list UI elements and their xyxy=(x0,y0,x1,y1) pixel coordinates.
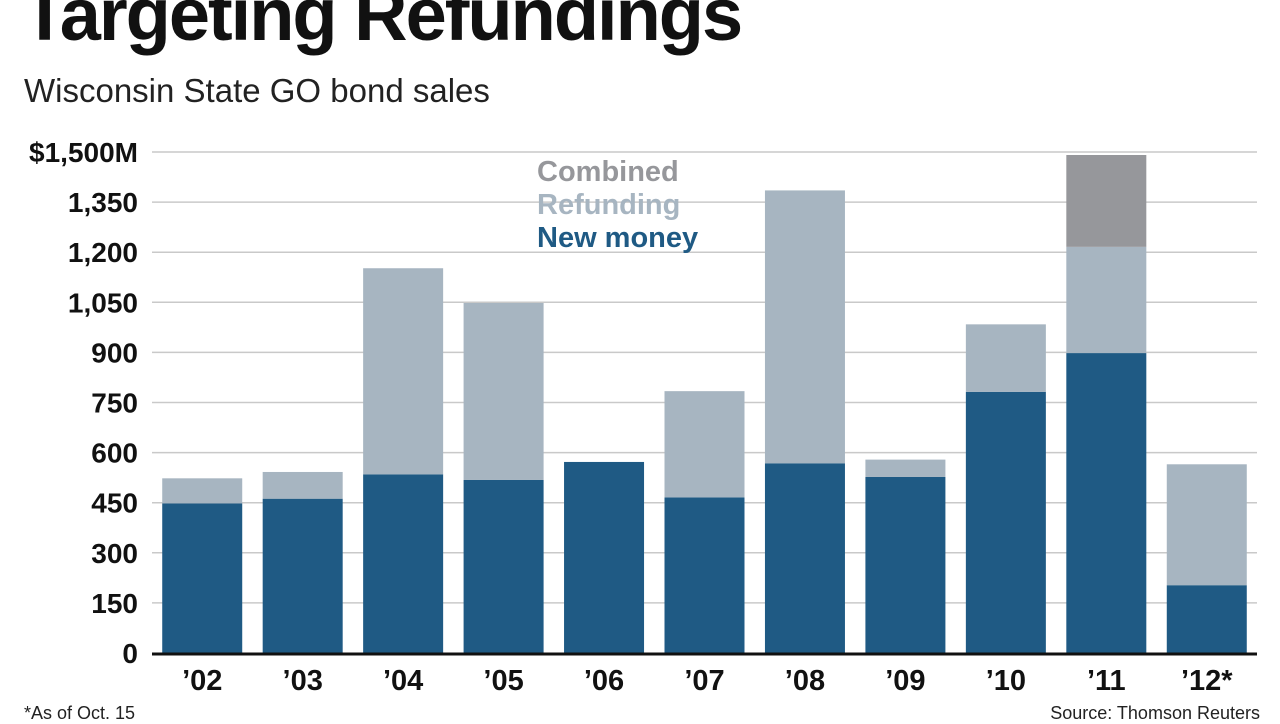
bar-refunding xyxy=(865,459,946,477)
bar-combined xyxy=(1066,155,1147,247)
y-tick-label: 0 xyxy=(122,638,138,669)
x-tick-label: ’03 xyxy=(283,665,323,697)
chart-title: Targeting Refundings xyxy=(22,0,743,56)
bar-new-money xyxy=(363,474,444,653)
y-tick-label: 750 xyxy=(91,388,138,419)
y-tick-label: 1,050 xyxy=(68,287,138,318)
bar-new-money xyxy=(865,476,946,653)
legend-entry: New money xyxy=(537,222,698,254)
x-tick-label: ’07 xyxy=(684,665,724,697)
y-tick-label: $1,500M xyxy=(29,137,138,168)
bar-new-money xyxy=(463,479,544,653)
x-tick-label: ’04 xyxy=(383,665,423,697)
bar-refunding xyxy=(664,391,745,498)
x-tick-label: ’08 xyxy=(785,665,825,697)
x-tick-label: ’05 xyxy=(483,665,523,697)
bar-refunding xyxy=(262,471,343,499)
y-tick-label: 1,200 xyxy=(68,237,138,268)
bar-refunding xyxy=(965,324,1046,392)
bar-new-money xyxy=(1066,353,1147,653)
bar-refunding xyxy=(764,190,845,464)
y-tick-label: 900 xyxy=(91,337,138,368)
y-tick-label: 450 xyxy=(91,488,138,519)
bar-new-money xyxy=(664,497,745,653)
bar-new-money xyxy=(162,503,243,653)
bar-refunding xyxy=(162,478,243,504)
bar-refunding xyxy=(363,268,444,475)
x-tick-label: ’10 xyxy=(986,665,1026,697)
bar-new-money xyxy=(764,463,845,653)
chart-subtitle: Wisconsin State GO bond sales xyxy=(24,72,490,109)
x-tick-label: ’11 xyxy=(1087,665,1126,697)
x-tick-label: ’06 xyxy=(584,665,624,697)
y-tick-label: 1,350 xyxy=(68,187,138,218)
bar-refunding xyxy=(1066,246,1147,354)
x-tick-label: ’09 xyxy=(885,665,925,697)
bar-new-money xyxy=(1166,585,1247,653)
bar-new-money xyxy=(965,391,1046,653)
y-tick-label: 150 xyxy=(91,588,138,619)
bar-refunding xyxy=(1166,464,1247,586)
bar-new-money xyxy=(262,498,343,653)
y-tick-label: 300 xyxy=(91,538,138,569)
x-tick-label: ’02 xyxy=(182,665,222,697)
y-tick-label: 600 xyxy=(91,438,138,469)
legend-entry: Refunding xyxy=(537,189,680,221)
footnote: *As of Oct. 15 xyxy=(24,703,136,723)
source-credit: Source: Thomson Reuters xyxy=(1050,703,1260,723)
x-tick-label: ’12* xyxy=(1181,665,1233,697)
bar-refunding xyxy=(463,302,544,480)
bar-new-money xyxy=(564,461,645,653)
legend-entry: Combined xyxy=(537,156,679,188)
